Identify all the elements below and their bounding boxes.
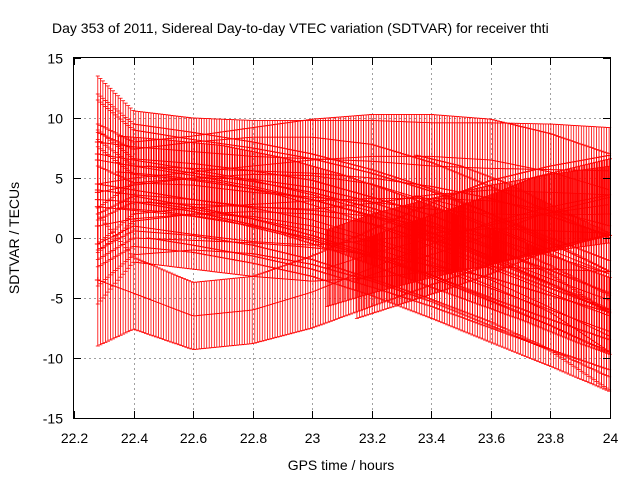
- series-sat-a: [94, 75, 612, 216]
- data-series: [94, 75, 612, 392]
